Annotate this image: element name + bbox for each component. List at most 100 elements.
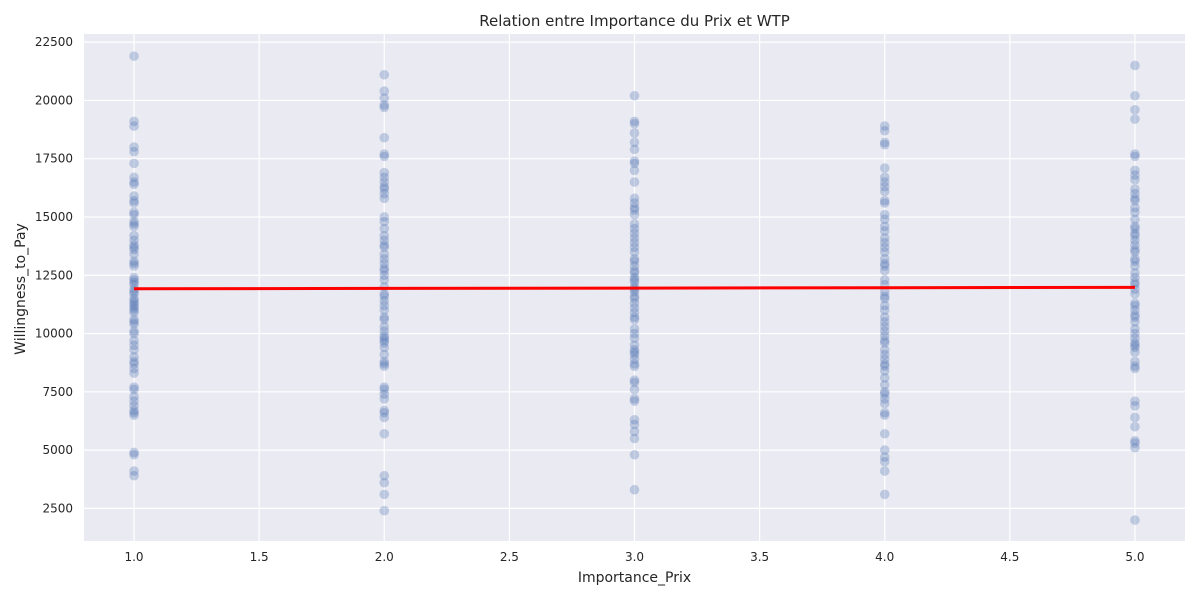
- data-point: [629, 202, 640, 213]
- data-point: [129, 277, 139, 288]
- data-point: [379, 265, 390, 276]
- x-tick-label: 4.0: [875, 550, 894, 564]
- x-tick-label: 2.0: [375, 550, 394, 564]
- data-point: [129, 317, 139, 327]
- data-point: [379, 242, 390, 253]
- data-point: [629, 158, 640, 169]
- data-point: [1130, 401, 1140, 411]
- data-point: [1130, 165, 1140, 176]
- data-point: [629, 328, 640, 339]
- data-point: [1130, 347, 1140, 357]
- data-point: [1130, 361, 1140, 371]
- data-point: [879, 331, 890, 341]
- data-point: [629, 242, 640, 253]
- data-point: [629, 275, 640, 285]
- data-point: [629, 205, 640, 215]
- data-point: [629, 272, 640, 283]
- data-point: [129, 209, 139, 220]
- data-point: [379, 477, 390, 488]
- data-point: [379, 249, 390, 260]
- data-point: [879, 452, 890, 462]
- data-point: [379, 240, 390, 250]
- data-point: [1130, 300, 1140, 311]
- data-point: [129, 235, 139, 246]
- data-point: [379, 216, 390, 227]
- data-point: [629, 256, 640, 267]
- data-point: [129, 340, 139, 350]
- data-point: [129, 447, 139, 458]
- data-point: [629, 291, 640, 302]
- data-point: [1130, 289, 1140, 299]
- data-point: [879, 137, 890, 148]
- data-point: [629, 484, 640, 495]
- data-point: [379, 428, 390, 439]
- data-point: [879, 300, 890, 311]
- data-point: [129, 279, 139, 290]
- data-point: [1130, 438, 1140, 448]
- data-point: [379, 326, 390, 337]
- data-point: [879, 139, 890, 150]
- data-point: [629, 265, 640, 276]
- data-point: [129, 172, 139, 183]
- data-point: [879, 214, 890, 225]
- data-point: [879, 445, 890, 455]
- data-point: [1130, 268, 1140, 278]
- y-tick-labels: 2500 5000 7500 10000 12500 15000 17500 20000 225…: [35, 35, 73, 515]
- y-tick-label: 5000: [42, 443, 73, 457]
- data-point: [129, 284, 139, 295]
- data-point: [379, 188, 390, 199]
- data-point: [629, 165, 640, 176]
- data-point: [1130, 228, 1140, 239]
- data-point: [1130, 193, 1140, 204]
- data-point: [379, 100, 390, 110]
- data-point: [1130, 272, 1140, 283]
- x-tick-label: 1.5: [250, 550, 269, 564]
- data-point: [129, 179, 139, 190]
- data-point: [629, 433, 640, 444]
- data-point: [379, 321, 390, 332]
- data-point: [129, 296, 139, 306]
- data-point: [629, 237, 640, 248]
- data-point: [379, 177, 390, 187]
- data-point: [129, 466, 139, 476]
- data-point: [879, 195, 890, 206]
- data-point: [379, 489, 390, 500]
- data-point: [629, 340, 640, 350]
- data-point: [1130, 247, 1140, 257]
- data-point: [1130, 442, 1140, 453]
- data-point: [129, 335, 139, 346]
- data-point: [629, 247, 640, 257]
- data-point: [129, 191, 139, 201]
- data-point: [1130, 235, 1140, 246]
- data-point: [129, 219, 139, 229]
- data-point: [129, 382, 139, 392]
- data-point: [129, 396, 139, 406]
- data-point: [129, 363, 139, 374]
- data-point: [379, 384, 390, 395]
- data-point: [879, 389, 890, 399]
- x-axis-title: Importance_Prix: [578, 570, 691, 586]
- data-point: [879, 247, 890, 257]
- x-tick-labels: 1.0 1.5 2.0 2.5 3.0 3.5 4.0 4.5 5.0: [124, 550, 1144, 564]
- data-point: [129, 146, 139, 157]
- data-point: [1130, 317, 1140, 327]
- data-point: [879, 361, 890, 371]
- data-point: [379, 151, 390, 162]
- data-point: [629, 128, 640, 138]
- data-point: [129, 300, 139, 311]
- data-point: [1130, 114, 1140, 124]
- data-point: [129, 401, 139, 411]
- data-point: [1130, 60, 1140, 71]
- data-point: [879, 293, 890, 304]
- data-point: [129, 256, 139, 267]
- data-point: [629, 254, 640, 264]
- regression-line-group: [134, 285, 1135, 291]
- data-point: [1130, 174, 1140, 185]
- data-point: [629, 396, 640, 406]
- data-point: [879, 275, 890, 285]
- data-point: [629, 307, 640, 318]
- data-point: [879, 305, 890, 316]
- data-point: [379, 505, 390, 516]
- data-point: [129, 410, 139, 420]
- data-point: [879, 354, 890, 364]
